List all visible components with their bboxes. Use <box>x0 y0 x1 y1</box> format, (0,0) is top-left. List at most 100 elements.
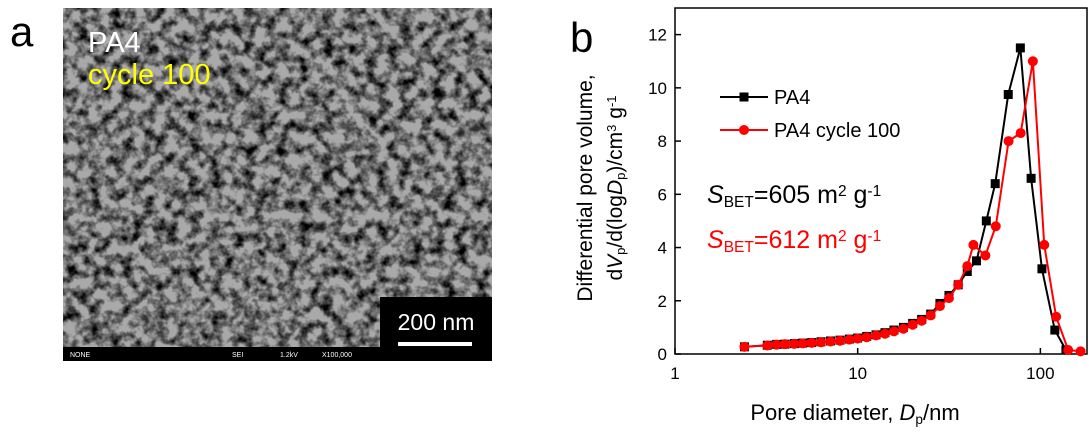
text-part: Differential pore volume, <box>574 74 597 301</box>
text-part: S <box>707 181 724 209</box>
text-part: g <box>604 107 627 125</box>
text-part: /nm <box>923 400 960 425</box>
marker <box>844 334 855 345</box>
marker <box>1027 56 1038 67</box>
scale-label: 200 nm <box>398 309 475 335</box>
plot-frame <box>674 7 1088 355</box>
x-tick-label: 10 <box>848 364 867 383</box>
marker <box>1039 239 1050 250</box>
text-part: BET <box>724 194 755 211</box>
text-part: d <box>604 269 627 281</box>
text-part: p <box>915 412 923 427</box>
text-part: S <box>707 226 724 254</box>
marker <box>990 221 1001 232</box>
marker <box>990 179 1000 189</box>
marker <box>779 339 790 350</box>
text-part: /d(log <box>604 195 627 248</box>
legend-label: PA4 <box>774 87 810 109</box>
text-part: g <box>847 226 868 254</box>
text-part: =605 m <box>754 181 838 209</box>
rich-text: Differential pore volume, <box>574 74 597 301</box>
y-tick-label: 10 <box>648 79 667 98</box>
marker <box>806 337 817 348</box>
marker <box>771 339 782 350</box>
text-part: 3 <box>604 125 619 132</box>
rich-text: dVp/d(logDp)/cm3 g-1 <box>604 95 628 280</box>
marker <box>934 301 945 312</box>
panel-label: b <box>570 14 593 61</box>
marker <box>1063 345 1074 356</box>
marker <box>1003 136 1014 147</box>
y-tick-label: 12 <box>648 26 667 45</box>
text-part: -1 <box>867 183 881 200</box>
panel-label: a <box>10 8 34 55</box>
text-part: -1 <box>867 228 881 245</box>
marker <box>816 337 827 348</box>
text-part: D <box>900 400 916 425</box>
info-text: NONE <box>70 352 91 359</box>
marker <box>953 279 964 290</box>
info-text: 1.2kV <box>280 352 298 359</box>
marker <box>1050 325 1060 335</box>
sample-label: PA4 <box>88 27 141 59</box>
marker <box>879 328 890 339</box>
info-bar <box>63 347 492 361</box>
y-tick-label: 2 <box>658 292 667 311</box>
marker <box>762 340 773 351</box>
marker <box>1015 128 1026 139</box>
marker <box>1015 43 1025 53</box>
info-text: X100,000 <box>322 352 352 359</box>
marker <box>968 239 979 250</box>
legend-label: PA4 cycle 100 <box>774 120 900 142</box>
marker <box>925 310 936 321</box>
marker <box>971 256 981 266</box>
y-tick-label: 8 <box>658 132 667 151</box>
y-tick-label: 4 <box>658 239 667 258</box>
y-tick-label: 0 <box>658 345 667 364</box>
marker <box>981 216 991 226</box>
marker <box>789 338 800 349</box>
sem-panel: 200 nm PA4 cycle 100 NONE SEI 1.2kV X100… <box>63 8 492 361</box>
text-part: )/cm <box>604 132 627 173</box>
text-part: V <box>604 253 627 269</box>
rich-text: SBET=605 m2 g-1 <box>707 181 881 211</box>
text-part: Pore diameter, <box>750 400 899 425</box>
marker <box>1051 311 1062 322</box>
marker <box>797 338 808 349</box>
marker <box>888 326 899 337</box>
text-part: 2 <box>838 183 847 200</box>
x-tick-label: 1 <box>670 364 679 383</box>
marker <box>916 315 927 326</box>
marker <box>852 333 863 344</box>
text-part: p <box>613 173 628 180</box>
marker <box>907 319 918 330</box>
y-tick-label: 6 <box>658 185 667 204</box>
marker <box>739 92 749 102</box>
x-tick-label: 100 <box>1026 364 1054 383</box>
marker <box>1026 173 1036 183</box>
rich-text: SBET=612 m2 g-1 <box>707 226 881 256</box>
marker <box>861 332 872 343</box>
marker <box>943 293 954 304</box>
marker <box>962 261 973 272</box>
rich-text: Pore diameter, Dp/nm <box>750 400 959 427</box>
text-part: D <box>604 180 627 195</box>
text-part: p <box>613 248 628 255</box>
scale-box <box>380 297 492 349</box>
marker <box>1003 90 1013 99</box>
text-part: -1 <box>604 95 619 107</box>
sem-texture <box>63 8 492 348</box>
text-part: =612 m <box>754 226 838 254</box>
marker <box>834 335 845 346</box>
text-part: 2 <box>838 228 847 245</box>
marker <box>1075 346 1086 357</box>
condition-label: cycle 100 <box>88 59 211 91</box>
text-part: BET <box>724 239 755 256</box>
text-part: g <box>847 181 868 209</box>
marker <box>739 125 749 135</box>
marker <box>1037 264 1047 274</box>
marker <box>980 250 991 261</box>
info-text: SEI <box>232 352 243 359</box>
marker <box>739 341 750 352</box>
